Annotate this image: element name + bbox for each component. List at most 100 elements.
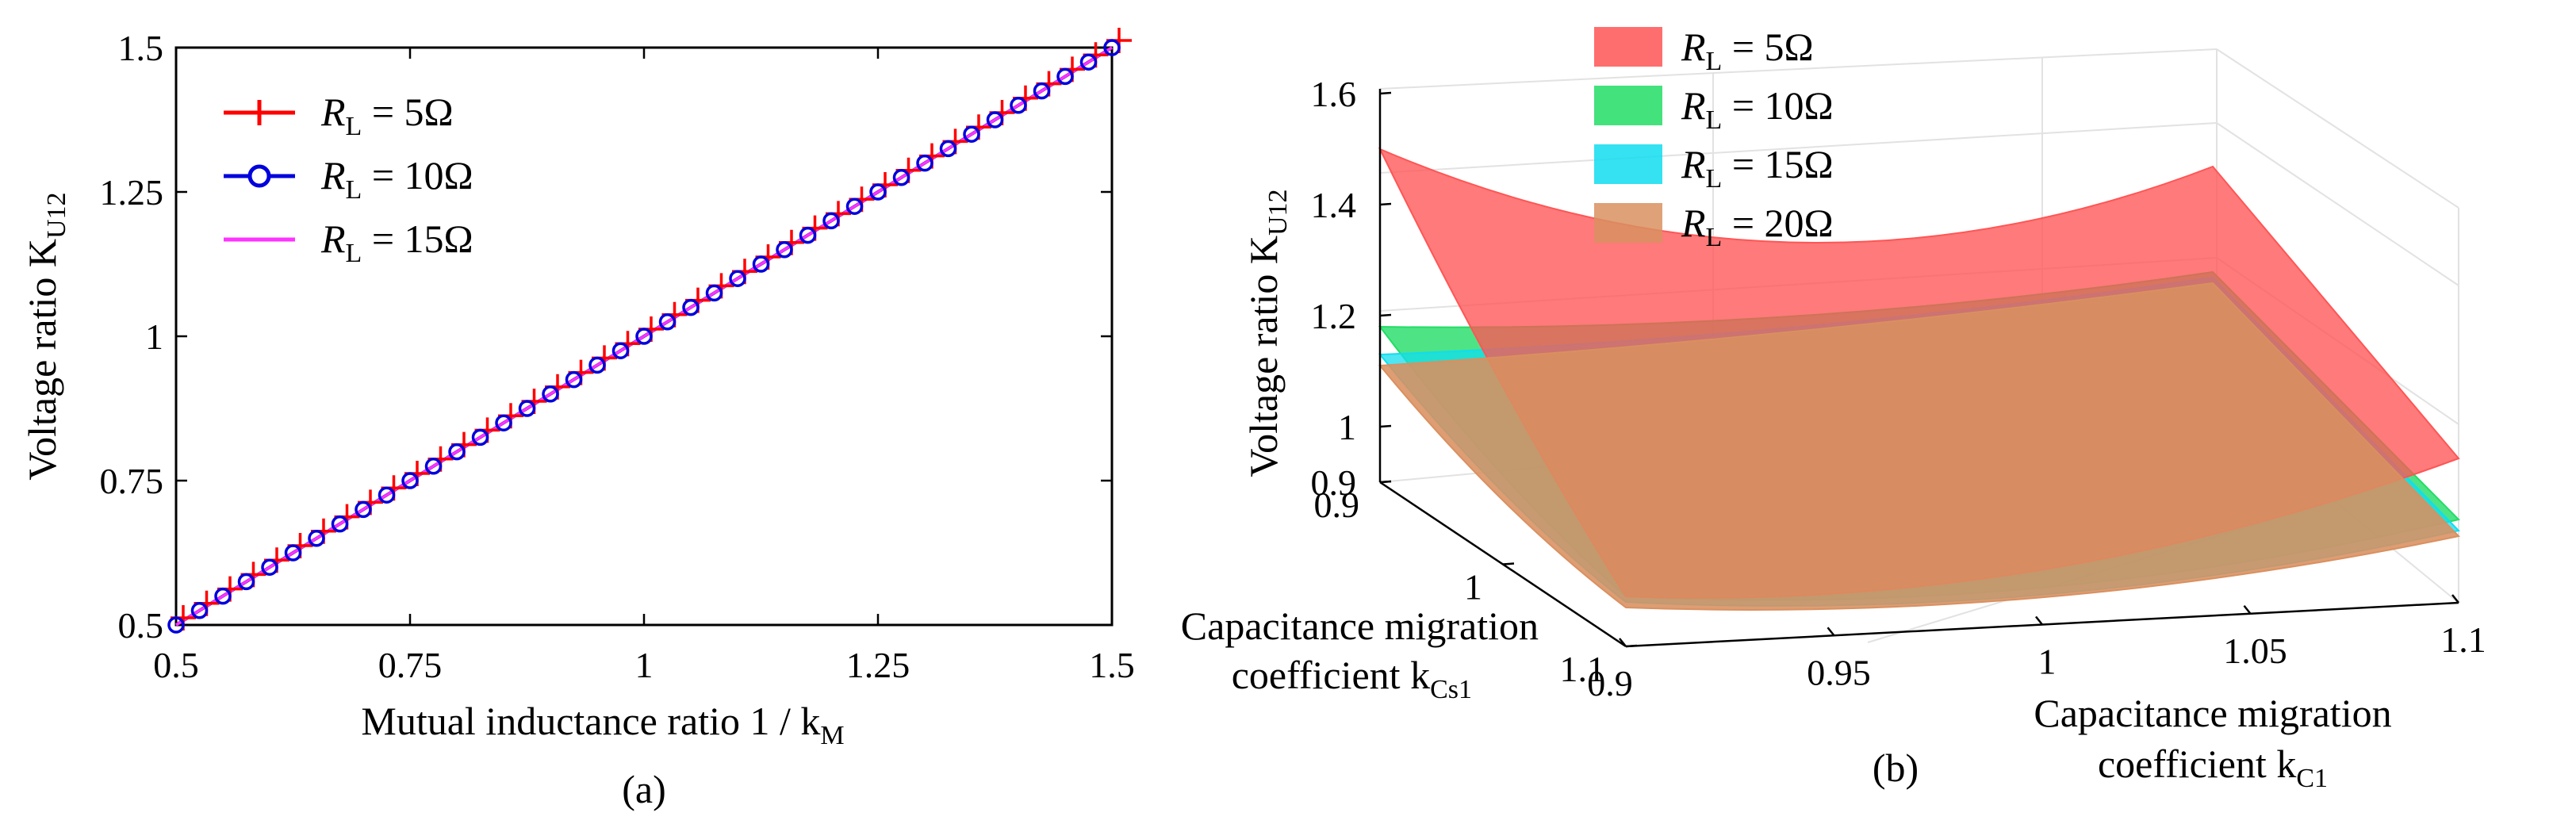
z-tick-label: 1.6 bbox=[1311, 74, 1357, 114]
legend-swatch bbox=[1594, 27, 1662, 67]
kcs1-tick-label: 1.1 bbox=[1560, 649, 1606, 689]
data-point bbox=[588, 356, 606, 374]
kcs1-tick-label: 0.9 bbox=[1314, 485, 1360, 525]
y-tick-label: 0.75 bbox=[100, 461, 164, 501]
data-point bbox=[167, 616, 185, 634]
data-point bbox=[190, 602, 209, 619]
data-point bbox=[752, 255, 770, 273]
y-tick-label: 1 bbox=[145, 316, 163, 357]
legend-swatch bbox=[1594, 144, 1662, 184]
kcs1-tick-label: 1 bbox=[1464, 567, 1482, 608]
plot-a-legend: RL = 5Ω RL = 10Ω RL = 15Ω bbox=[224, 90, 473, 268]
legend-marker bbox=[247, 100, 272, 125]
data-point bbox=[401, 472, 419, 489]
z-tick-label: 0.9 bbox=[1311, 462, 1357, 503]
data-point bbox=[448, 443, 466, 461]
y-tick-label: 1.25 bbox=[100, 172, 164, 213]
plot-b-kcs1-label-line1: Capacitance migration bbox=[1181, 604, 1539, 648]
data-point bbox=[284, 544, 302, 562]
z-tick-label: 1.4 bbox=[1311, 185, 1357, 225]
legend-swatch bbox=[1594, 203, 1662, 243]
data-point bbox=[261, 558, 278, 576]
kc1-tick-mark bbox=[2035, 615, 2043, 626]
plot-a-series bbox=[167, 28, 1132, 634]
legend-marker bbox=[247, 164, 271, 188]
kc1-tick-label: 1.05 bbox=[2223, 631, 2287, 671]
data-point bbox=[495, 414, 512, 431]
data-point bbox=[378, 486, 396, 504]
data-point bbox=[237, 573, 255, 591]
data-point bbox=[471, 428, 489, 447]
legend-label: RL = 10Ω bbox=[1681, 83, 1834, 135]
data-point bbox=[658, 313, 677, 331]
x-tick-label: 1.5 bbox=[1089, 645, 1135, 685]
z-tick-label: 1.2 bbox=[1311, 296, 1357, 336]
legend-label: RL = 20Ω bbox=[1681, 201, 1834, 252]
data-point bbox=[963, 125, 980, 143]
legend-label: RL = 10Ω bbox=[320, 153, 473, 205]
data-point bbox=[892, 169, 910, 186]
z-tick-mark bbox=[1379, 313, 1392, 317]
data-point bbox=[331, 515, 349, 533]
x-tick-label: 0.5 bbox=[153, 645, 199, 685]
data-point bbox=[986, 111, 1004, 128]
plot-b-kc1-label-line2: coefficient kC1 bbox=[2098, 742, 2328, 793]
data-point bbox=[822, 212, 840, 230]
data-point bbox=[799, 226, 817, 244]
data-point bbox=[542, 385, 559, 403]
plot-b-ticks: 0.911.21.41.60.911.10.9 0.95 1 1.05 1.1 bbox=[1311, 74, 2486, 703]
kc1-tick-mark bbox=[1619, 638, 1627, 647]
data-point bbox=[611, 342, 630, 359]
data-point bbox=[1079, 53, 1098, 71]
caption-b: (b) bbox=[1873, 746, 1919, 790]
surface-3 bbox=[1378, 282, 2460, 611]
plot-b-zlabel: Voltage ratio KU12 bbox=[1241, 189, 1293, 477]
x-tick-label: 1 bbox=[635, 645, 654, 685]
kc1-tick-label: 1 bbox=[2038, 642, 2057, 682]
data-point bbox=[518, 400, 536, 417]
data-point bbox=[214, 587, 232, 605]
x-tick-label: 0.75 bbox=[378, 645, 443, 685]
data-point bbox=[776, 241, 793, 259]
legend-label: RL = 15Ω bbox=[1681, 142, 1834, 194]
data-point bbox=[705, 284, 723, 302]
kc1-tick-mark bbox=[2243, 604, 2252, 615]
data-point bbox=[939, 140, 957, 158]
caption-a: (a) bbox=[622, 767, 666, 811]
kcs1-tick-mark bbox=[1379, 480, 1392, 484]
z-tick-mark bbox=[1379, 91, 1392, 95]
legend-label: RL = 15Ω bbox=[320, 217, 473, 268]
kcs1-tick-mark bbox=[1502, 562, 1515, 565]
kc1-tick-label: 1.1 bbox=[2440, 619, 2486, 660]
data-point bbox=[1056, 67, 1074, 86]
data-point bbox=[1103, 39, 1121, 56]
plot-a-ylabel: Voltage ratio KU12 bbox=[20, 192, 71, 480]
y-tick-label: 1.5 bbox=[118, 28, 164, 68]
data-point bbox=[1033, 82, 1051, 100]
data-point bbox=[869, 183, 887, 201]
legend-label: RL = 5Ω bbox=[1681, 25, 1814, 76]
panel-b: 0.911.21.41.60.911.10.9 0.95 1 1.05 1.1 RL =… bbox=[1181, 25, 2486, 793]
kc1-tick-label: 0.9 bbox=[1587, 663, 1633, 703]
data-point bbox=[729, 270, 746, 287]
plot-b-kcs1-label-line2: coefficient kCs1 bbox=[1232, 653, 1472, 704]
y-tick-label: 0.5 bbox=[118, 605, 164, 646]
data-point bbox=[845, 197, 864, 215]
data-point bbox=[635, 328, 653, 345]
z-tick-mark bbox=[1379, 424, 1392, 428]
data-point bbox=[424, 458, 443, 475]
plot-a-xlabel: Mutual inductance ratio 1 / kM bbox=[361, 699, 844, 750]
plot-b-legend: RL = 5Ω RL = 10Ω RL = 15Ω RL = 20Ω bbox=[1594, 25, 1834, 252]
plot-b-surfaces bbox=[1378, 148, 2460, 611]
data-point bbox=[355, 500, 372, 519]
kc1-tick-mark bbox=[2451, 594, 2459, 604]
kc1-tick-label: 0.95 bbox=[1807, 652, 1871, 692]
data-point bbox=[916, 154, 933, 172]
data-point bbox=[1010, 97, 1027, 114]
kc1-tick-mark bbox=[1827, 627, 1835, 637]
legend-swatch bbox=[1594, 86, 1662, 125]
x-tick-label: 1.25 bbox=[846, 645, 910, 685]
plot-b-kc1-label-line1: Capacitance migration bbox=[2034, 691, 2391, 735]
